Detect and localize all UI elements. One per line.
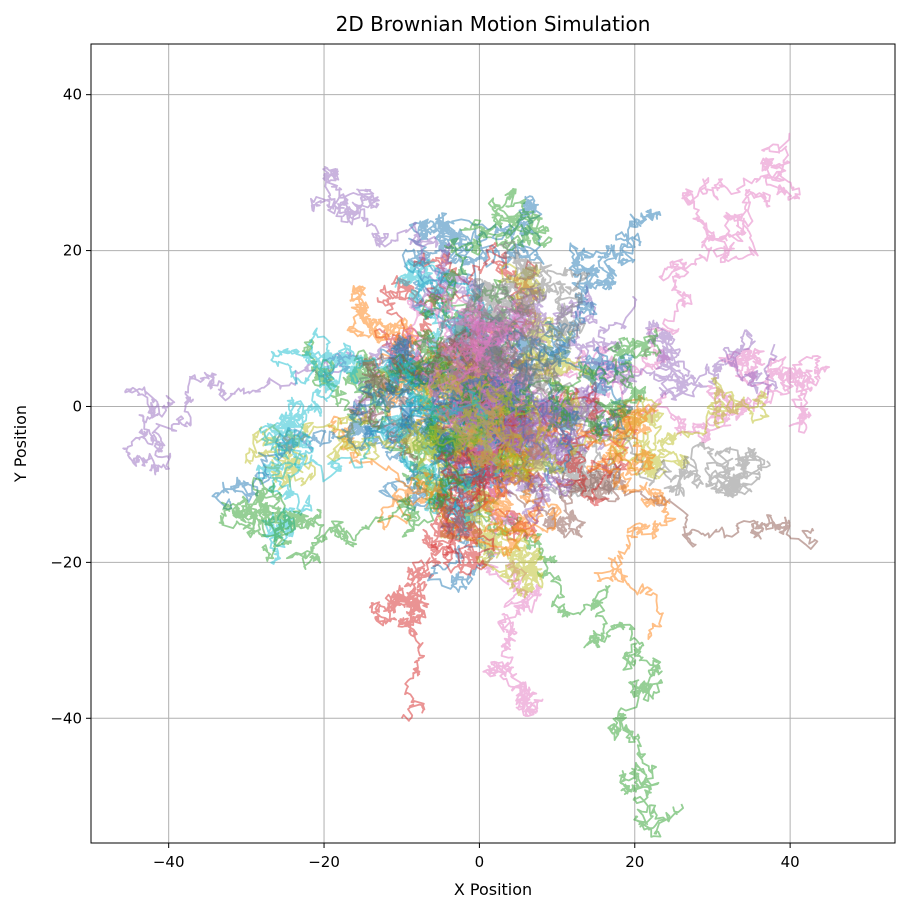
series-line-48 [464, 239, 591, 411]
x-tick-label: 40 [781, 853, 800, 871]
plot-frame [90, 43, 896, 844]
y-tick-label: −20 [50, 553, 82, 571]
y-tick-label: 0 [72, 397, 82, 415]
series-line-walk-purple-right [479, 319, 778, 484]
series-line-walk-green-left [218, 382, 482, 571]
x-tick-label: 20 [625, 853, 644, 871]
series-line-50 [258, 327, 489, 469]
y-axis-label: Y Position [11, 405, 30, 483]
y-tick-label: 40 [63, 86, 82, 104]
series-group [122, 132, 831, 838]
series-line-44 [430, 399, 528, 577]
chart-title: 2D Brownian Motion Simulation [336, 12, 651, 36]
x-tick-label: −20 [308, 853, 340, 871]
x-tick-label: −40 [153, 853, 185, 871]
x-axis-label: X Position [454, 880, 532, 899]
x-tick-label: 0 [475, 853, 485, 871]
y-tick-label: −40 [50, 709, 82, 727]
y-tick-label: 20 [63, 242, 82, 260]
series-line-45 [473, 368, 579, 525]
series-line-49 [429, 380, 565, 482]
ticks: −40 −20 0 20 40 −40 −20 0 20 40 [50, 86, 799, 871]
